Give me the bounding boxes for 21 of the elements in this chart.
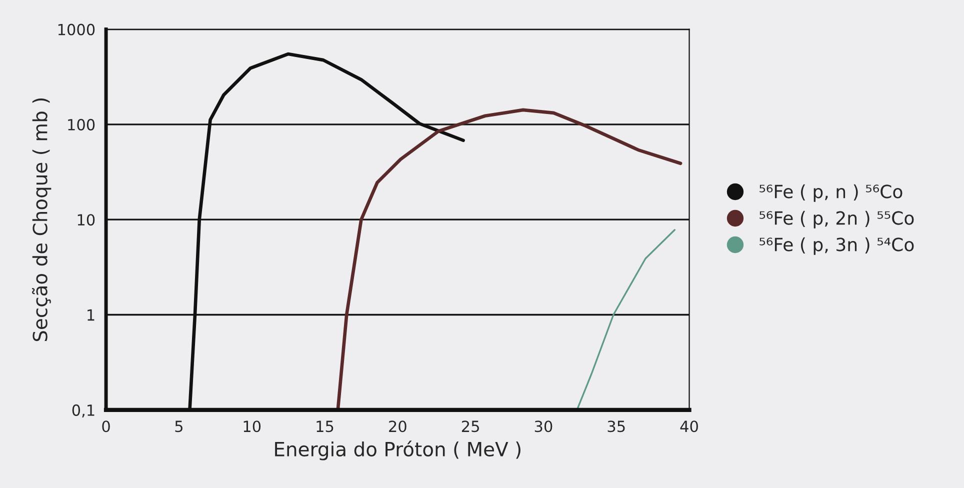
y-tick-label: 100: [68, 118, 95, 130]
legend-label: ⁵⁶Fe ( p, 3n ) ⁵⁴Co: [760, 237, 914, 255]
x-tick-label: 35: [608, 420, 625, 432]
x-tick-label: 15: [316, 420, 334, 432]
line-series: [336, 108, 682, 410]
y-axis-title: Secção de Choque ( mb ): [32, 98, 52, 342]
x-tick-label: 10: [244, 420, 261, 432]
y-tick-label: 1000: [58, 24, 95, 36]
y-tick-label: 10: [78, 214, 95, 226]
line-series: [576, 229, 676, 410]
y-tick-label: 0,1: [72, 404, 94, 418]
x-tick-label: 40: [680, 420, 698, 432]
x-tick-label: 0: [102, 420, 110, 432]
legend-label: ⁵⁶Fe ( p, n ) ⁵⁶Co: [760, 184, 902, 202]
legend-label: ⁵⁶Fe ( p, 2n ) ⁵⁵Co: [760, 210, 914, 228]
x-tick-label: 30: [534, 420, 552, 432]
x-tick-label: 5: [175, 420, 182, 432]
x-tick-label: 25: [462, 420, 479, 432]
x-tick-label: 20: [389, 420, 406, 432]
y-tick-label: 1: [88, 309, 94, 321]
x-axis-title: Energia do Próton ( MeV ): [275, 440, 520, 460]
